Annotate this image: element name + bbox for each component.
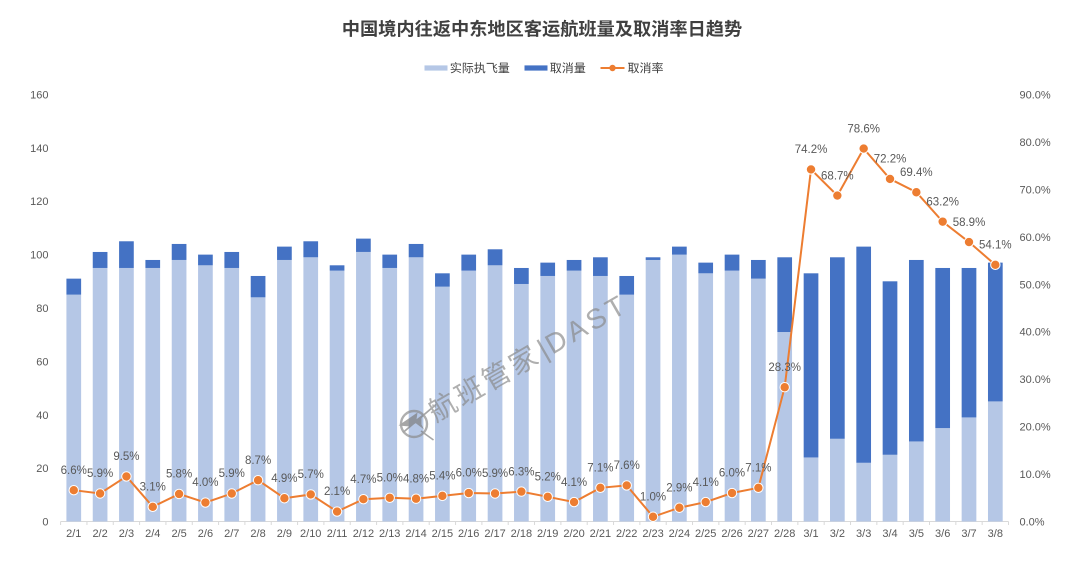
- svg-text:3/6: 3/6: [935, 528, 950, 540]
- svg-text:5.8%: 5.8%: [166, 469, 192, 481]
- svg-text:5.2%: 5.2%: [535, 472, 561, 484]
- svg-text:80: 80: [36, 303, 48, 315]
- svg-text:58.9%: 58.9%: [953, 217, 986, 229]
- svg-text:2/18: 2/18: [511, 528, 532, 540]
- svg-text:2/25: 2/25: [695, 528, 716, 540]
- svg-text:74.2%: 74.2%: [795, 144, 828, 156]
- svg-text:6.3%: 6.3%: [508, 466, 534, 478]
- svg-text:2/19: 2/19: [537, 528, 558, 540]
- svg-text:69.4%: 69.4%: [900, 167, 933, 179]
- svg-text:5.9%: 5.9%: [482, 468, 508, 480]
- svg-text:4.8%: 4.8%: [403, 473, 429, 485]
- svg-text:3/2: 3/2: [830, 528, 845, 540]
- svg-text:3/7: 3/7: [961, 528, 976, 540]
- svg-text:2/27: 2/27: [748, 528, 769, 540]
- svg-text:2/26: 2/26: [721, 528, 742, 540]
- svg-text:72.2%: 72.2%: [874, 154, 907, 166]
- svg-text:63.2%: 63.2%: [926, 196, 959, 208]
- svg-text:100: 100: [30, 250, 48, 262]
- svg-text:6.0%: 6.0%: [456, 468, 482, 480]
- svg-text:2/22: 2/22: [616, 528, 637, 540]
- svg-text:1.0%: 1.0%: [640, 491, 666, 503]
- svg-text:2/28: 2/28: [774, 528, 795, 540]
- svg-text:7.1%: 7.1%: [745, 463, 771, 475]
- svg-text:2/11: 2/11: [327, 528, 348, 540]
- svg-text:5.7%: 5.7%: [298, 469, 324, 481]
- svg-text:5.4%: 5.4%: [429, 471, 455, 483]
- svg-text:4.9%: 4.9%: [271, 473, 297, 485]
- svg-text:10.0%: 10.0%: [1020, 469, 1051, 481]
- svg-text:2/24: 2/24: [669, 528, 690, 540]
- svg-text:30.0%: 30.0%: [1020, 374, 1051, 386]
- svg-text:2.9%: 2.9%: [666, 482, 692, 494]
- svg-text:2/3: 2/3: [119, 528, 134, 540]
- svg-text:6.6%: 6.6%: [61, 465, 87, 477]
- svg-text:2/21: 2/21: [590, 528, 611, 540]
- svg-text:4.7%: 4.7%: [350, 474, 376, 486]
- svg-text:2.1%: 2.1%: [324, 486, 350, 498]
- svg-text:5.9%: 5.9%: [219, 468, 245, 480]
- svg-text:40: 40: [36, 410, 48, 422]
- svg-text:140: 140: [30, 143, 48, 155]
- svg-text:68.7%: 68.7%: [821, 170, 854, 182]
- svg-text:54.1%: 54.1%: [979, 240, 1012, 252]
- svg-text:28.3%: 28.3%: [768, 362, 801, 374]
- svg-text:2/15: 2/15: [432, 528, 453, 540]
- svg-text:2/1: 2/1: [66, 528, 81, 540]
- svg-text:2/23: 2/23: [642, 528, 663, 540]
- svg-text:160: 160: [30, 90, 48, 102]
- svg-text:0: 0: [42, 517, 48, 529]
- svg-text:2/4: 2/4: [145, 528, 160, 540]
- svg-text:5.0%: 5.0%: [377, 472, 403, 484]
- svg-text:3/5: 3/5: [909, 528, 924, 540]
- svg-text:2/6: 2/6: [198, 528, 213, 540]
- svg-text:2/9: 2/9: [277, 528, 292, 540]
- svg-text:2/20: 2/20: [563, 528, 584, 540]
- svg-text:3/1: 3/1: [803, 528, 818, 540]
- svg-text:80.0%: 80.0%: [1020, 137, 1051, 149]
- svg-text:7.1%: 7.1%: [587, 463, 613, 475]
- svg-text:50.0%: 50.0%: [1020, 279, 1051, 291]
- svg-text:9.5%: 9.5%: [113, 451, 139, 463]
- svg-text:0.0%: 0.0%: [1020, 517, 1045, 529]
- svg-text:2/7: 2/7: [224, 528, 239, 540]
- svg-text:7.6%: 7.6%: [614, 460, 640, 472]
- svg-text:20.0%: 20.0%: [1020, 422, 1051, 434]
- svg-text:5.9%: 5.9%: [87, 468, 113, 480]
- svg-text:90.0%: 90.0%: [1020, 90, 1051, 102]
- svg-text:60.0%: 60.0%: [1020, 232, 1051, 244]
- svg-text:120: 120: [30, 196, 48, 208]
- svg-text:2/10: 2/10: [300, 528, 321, 540]
- svg-text:3/8: 3/8: [988, 528, 1003, 540]
- svg-text:2/17: 2/17: [484, 528, 505, 540]
- svg-text:3.1%: 3.1%: [140, 481, 166, 493]
- svg-text:3/4: 3/4: [882, 528, 897, 540]
- svg-text:20: 20: [36, 463, 48, 475]
- svg-text:4.1%: 4.1%: [693, 477, 719, 489]
- svg-text:4.0%: 4.0%: [192, 477, 218, 489]
- svg-text:70.0%: 70.0%: [1020, 184, 1051, 196]
- svg-text:2/2: 2/2: [92, 528, 107, 540]
- svg-text:2/13: 2/13: [379, 528, 400, 540]
- svg-text:4.1%: 4.1%: [561, 477, 587, 489]
- svg-text:78.6%: 78.6%: [847, 123, 880, 135]
- svg-text:8.7%: 8.7%: [245, 455, 271, 467]
- svg-text:6.0%: 6.0%: [719, 468, 745, 480]
- svg-text:2/16: 2/16: [458, 528, 479, 540]
- svg-text:60: 60: [36, 356, 48, 368]
- svg-text:3/3: 3/3: [856, 528, 871, 540]
- svg-text:2/14: 2/14: [405, 528, 426, 540]
- svg-text:2/8: 2/8: [250, 528, 265, 540]
- svg-text:40.0%: 40.0%: [1020, 327, 1051, 339]
- svg-text:2/5: 2/5: [171, 528, 186, 540]
- svg-text:2/12: 2/12: [353, 528, 374, 540]
